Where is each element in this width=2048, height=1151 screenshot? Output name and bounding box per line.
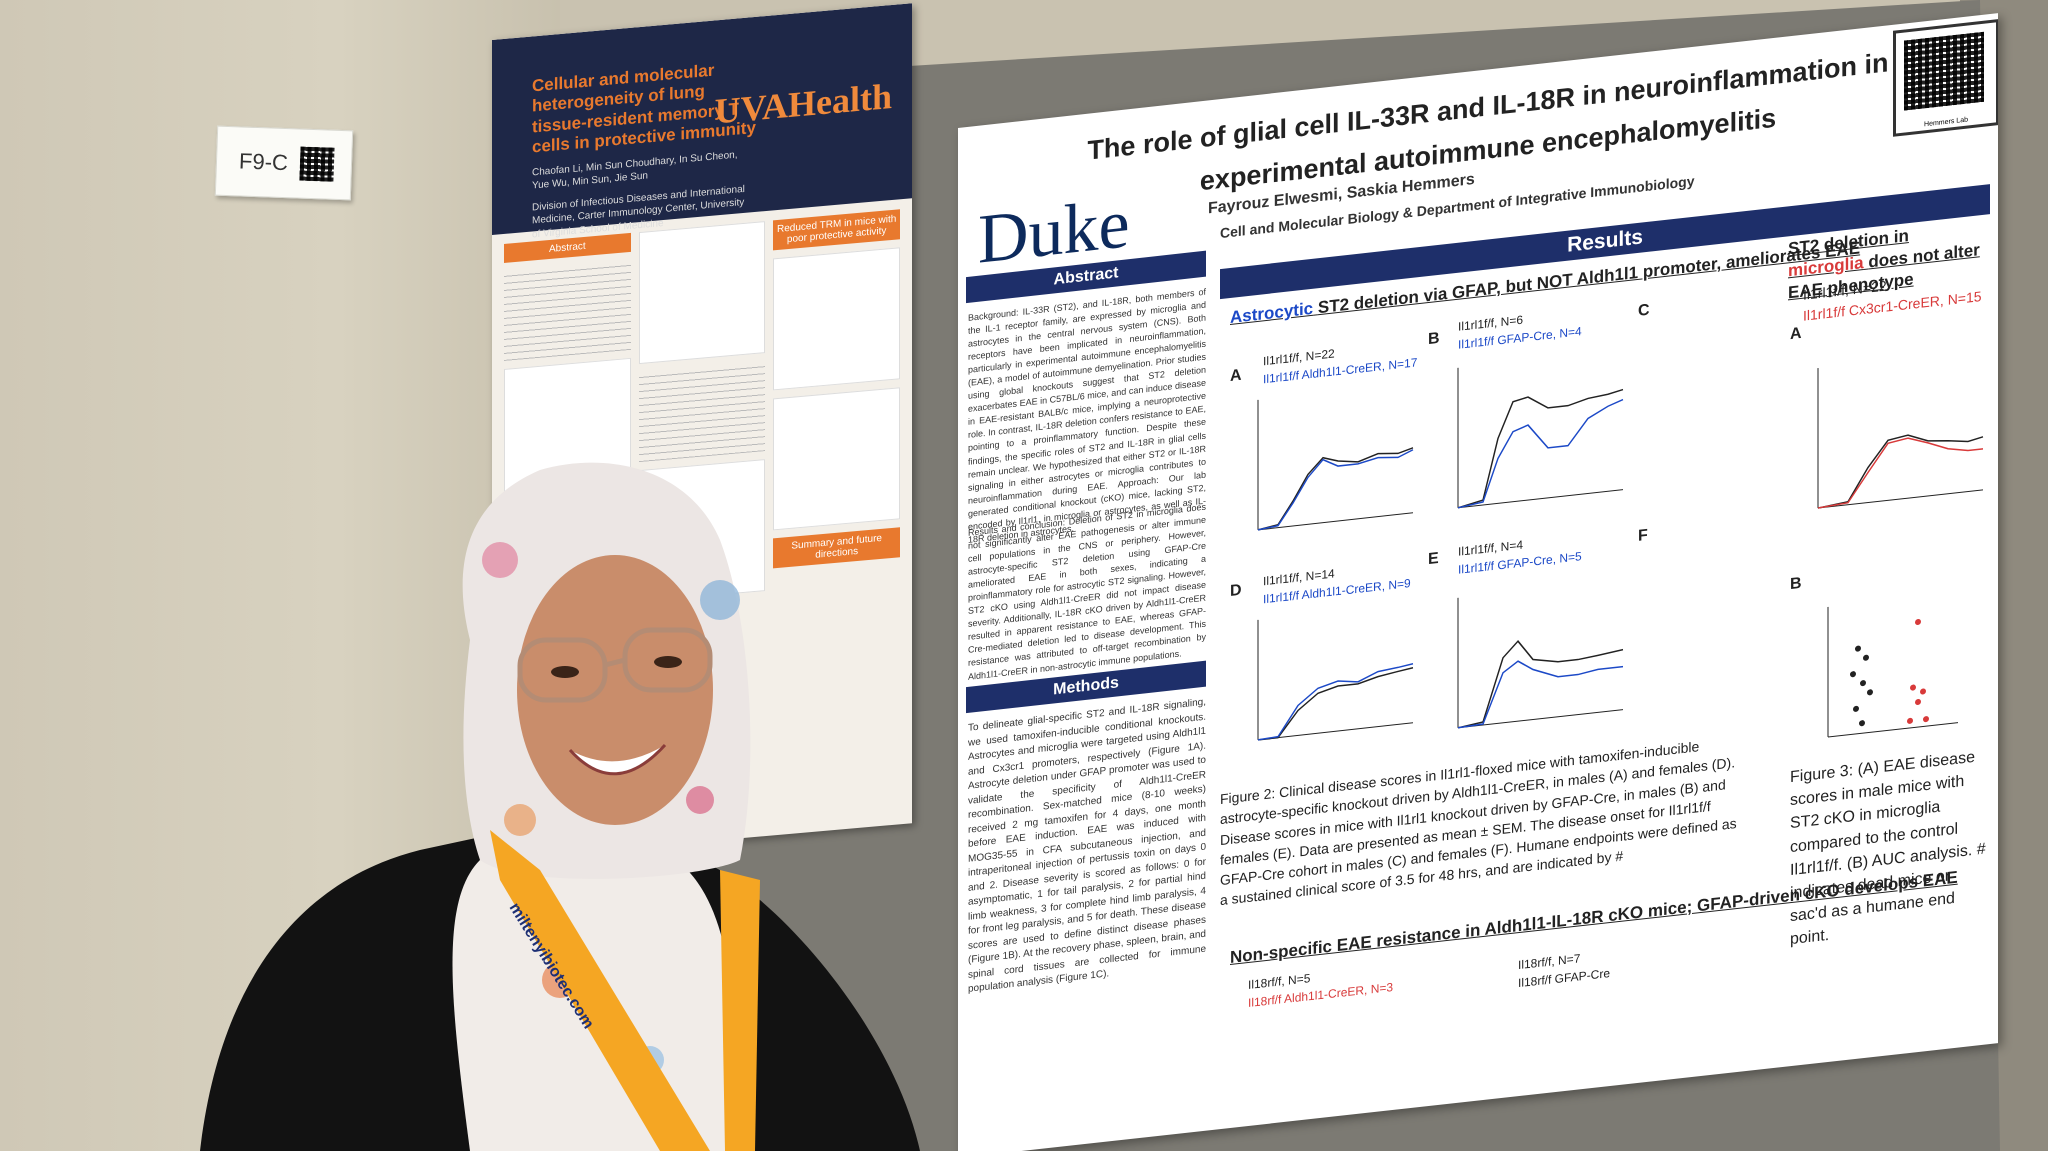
left-poster-body: Abstract TRM EL core in the human respir… [492,198,912,648]
left-figure [638,459,766,603]
panel-label-b: B [1428,329,1440,349]
left-figure [773,387,901,531]
panel-label-c: C [1638,301,1650,320]
left-poster: Cellular and molecular heterogeneity of … [492,3,912,861]
left-poster-header: Cellular and molecular heterogeneity of … [492,3,912,240]
panel-label-f: F [1638,526,1648,545]
main-poster: The role of glial cell IL-33R and IL-18R… [958,13,1998,1151]
methods-text: To delineate glial-specific ST2 and IL-1… [968,696,1206,995]
hemmers-lab-qr: Hemmers Lab [1893,19,1998,137]
left-section-bar: TRM EL core in the human respiratory sys… [504,595,631,637]
left-section-bar: Reduced TRM in mice with poor protective… [773,209,901,251]
panel-label-d: D [1230,581,1242,600]
board-number: F9-C [238,148,289,176]
qr-code-icon [299,146,335,182]
panel-label-a: A [1230,366,1242,385]
left-section-bar: Summary and future directions [773,527,901,569]
qr-code-icon [1904,31,1984,111]
legend-b: Il1rl1f/f, N=6 Il1rl1f/f GFAP-Cre, N=4 [1458,304,1582,354]
qr-label: Hemmers Lab [1924,116,1968,129]
board-number-tag: F9-C [214,125,354,201]
plot-b [1457,367,1624,509]
plot-fig3-b [1827,606,1958,738]
astro-word: Astrocytic [1230,298,1314,327]
legend-il18: Il18rf/f, N=5 Il18rf/f Aldh1l1-CreER, N=… [1248,960,1393,1012]
figure-3-caption: Figure 3: (A) EAE disease scores in male… [1790,748,1986,949]
panel-label-fig3-a: A [1790,324,1802,344]
left-figure [504,357,631,501]
left-text-block [504,497,631,599]
left-poster-col-3: Reduced TRM in mice with poor protective… [773,209,901,613]
left-poster-col-1: Abstract TRM EL core in the human respir… [504,232,631,637]
plot-a [1257,399,1414,531]
left-text-block [504,259,631,361]
legend-e: Il1rl1f/f, N=4 Il1rl1f/f GFAP-Cre, N=5 [1458,529,1582,579]
left-figure [638,221,766,365]
figure-2-caption: Figure 2: Clinical disease scores in Il1… [1220,738,1737,909]
plot-d [1257,619,1414,741]
panel-label-e: E [1428,549,1439,569]
plot-fig3-a [1817,367,1984,509]
results-summary-text: Results and conclusion: Deletion of ST2 … [968,501,1206,682]
left-figure [773,247,901,391]
legend-il18-c: Il18rf/f, N=7 Il18rf/f GFAP-Cre [1518,946,1610,992]
panel-label-fig3-b: B [1790,574,1802,594]
plot-e [1457,597,1624,729]
left-text-block [638,361,766,463]
left-poster-col-2 [638,221,766,625]
